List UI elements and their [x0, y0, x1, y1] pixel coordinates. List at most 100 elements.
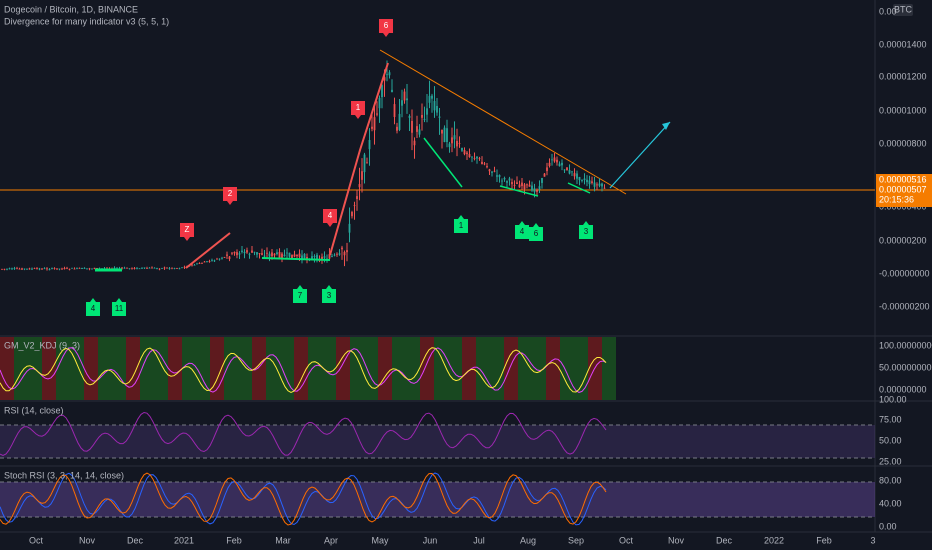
candle-body [158, 268, 161, 270]
kdj-band [308, 337, 322, 400]
candle-body [576, 173, 578, 179]
candle-body [443, 127, 446, 143]
pane-axis-label: 50.00 [879, 435, 902, 445]
candle-body [293, 254, 296, 257]
candle-body [296, 254, 298, 257]
kdj-band [224, 337, 238, 400]
bearish-signal [379, 19, 393, 37]
candle-body [461, 147, 463, 151]
candle-body [446, 128, 448, 143]
candle-body [478, 158, 481, 159]
candle-body [53, 268, 56, 270]
time-label: May [371, 535, 389, 545]
candle-body [538, 186, 541, 190]
candle-body [316, 254, 318, 261]
candle-body [283, 254, 286, 257]
candle-body [28, 268, 31, 270]
time-label: Oct [29, 535, 44, 545]
stoch-k [0, 472, 607, 526]
price-tag: 0.00000516 [879, 174, 927, 184]
candle-body [251, 250, 253, 253]
candle-body [18, 268, 21, 270]
candle-body [518, 184, 521, 188]
candle-body [206, 261, 208, 263]
candle-body [91, 268, 93, 270]
candle-body [591, 181, 593, 183]
candle-body [391, 89, 393, 93]
candle-body [541, 178, 543, 183]
candle-body [156, 268, 158, 269]
kdj-line [0, 347, 607, 393]
candle-body [26, 268, 28, 270]
kdj-band [266, 337, 280, 400]
candle-body [536, 189, 538, 192]
candle-body [396, 126, 398, 131]
time-label: Sep [568, 535, 584, 545]
candle-body [511, 182, 513, 185]
divergence-line [329, 62, 389, 256]
candle-body [43, 268, 46, 270]
time-label: Dec [716, 535, 733, 545]
kdj-band [560, 337, 574, 400]
candle-body [216, 258, 218, 260]
candle-body [328, 254, 331, 259]
candle-body [6, 268, 8, 270]
candle-body [268, 253, 271, 257]
time-label: 2022 [764, 535, 784, 545]
candle-body [383, 77, 386, 81]
pane-axis-label: 100.00000000 [879, 340, 932, 350]
currency: BTC [894, 4, 913, 14]
candle-body [421, 114, 423, 118]
pane-axis-label: 0.00000000 [879, 384, 927, 394]
kdj-band [98, 337, 112, 400]
candle-body [13, 268, 16, 270]
time-label: Aug [520, 535, 536, 545]
candle-body [473, 158, 476, 159]
candle-body [413, 140, 416, 146]
candle-body [373, 117, 376, 131]
price-label: 0.00001200 [879, 71, 927, 81]
candle-body [238, 253, 241, 255]
candle-body [76, 267, 78, 269]
pane-axis-label: 25.00 [879, 456, 902, 466]
candle-body [503, 177, 506, 180]
candle-body [146, 268, 148, 269]
candle-body [423, 119, 426, 120]
candle-body [488, 169, 491, 172]
candle-body [123, 267, 126, 269]
kdj-band [126, 337, 140, 400]
candle-body [203, 261, 206, 263]
candle-body [393, 104, 396, 118]
divergence-line [423, 137, 463, 188]
kdj-band [448, 337, 462, 400]
candle-body [441, 129, 443, 134]
candle-body [223, 257, 226, 258]
candle-body [581, 180, 583, 182]
candle-body [168, 268, 171, 270]
candle-body [356, 196, 358, 200]
candle-body [173, 268, 176, 269]
candle-body [406, 98, 408, 101]
candle-body [323, 256, 326, 258]
candle-body [573, 173, 576, 177]
kdj-band [574, 337, 588, 400]
candle-body [171, 267, 173, 269]
time-label: Feb [816, 535, 832, 545]
signal-label: 4 [520, 227, 525, 236]
candle-body [176, 268, 178, 269]
candle-body [288, 252, 291, 257]
kdj-band [0, 337, 14, 400]
candle-body [481, 161, 483, 165]
candle-body [211, 259, 213, 261]
candle-body [456, 140, 458, 147]
candle-body [366, 162, 368, 164]
candle-body [551, 159, 553, 161]
pane-title: Stoch RSI (3, 3, 14, 14, close) [4, 470, 124, 480]
time-label: 3 [870, 535, 875, 545]
candle-body [471, 156, 473, 158]
candle-body [63, 268, 66, 270]
candle-body [68, 268, 71, 270]
bearish-signal [323, 209, 337, 227]
candle-body [311, 256, 313, 259]
price-label: -0.00000000 [879, 268, 930, 278]
